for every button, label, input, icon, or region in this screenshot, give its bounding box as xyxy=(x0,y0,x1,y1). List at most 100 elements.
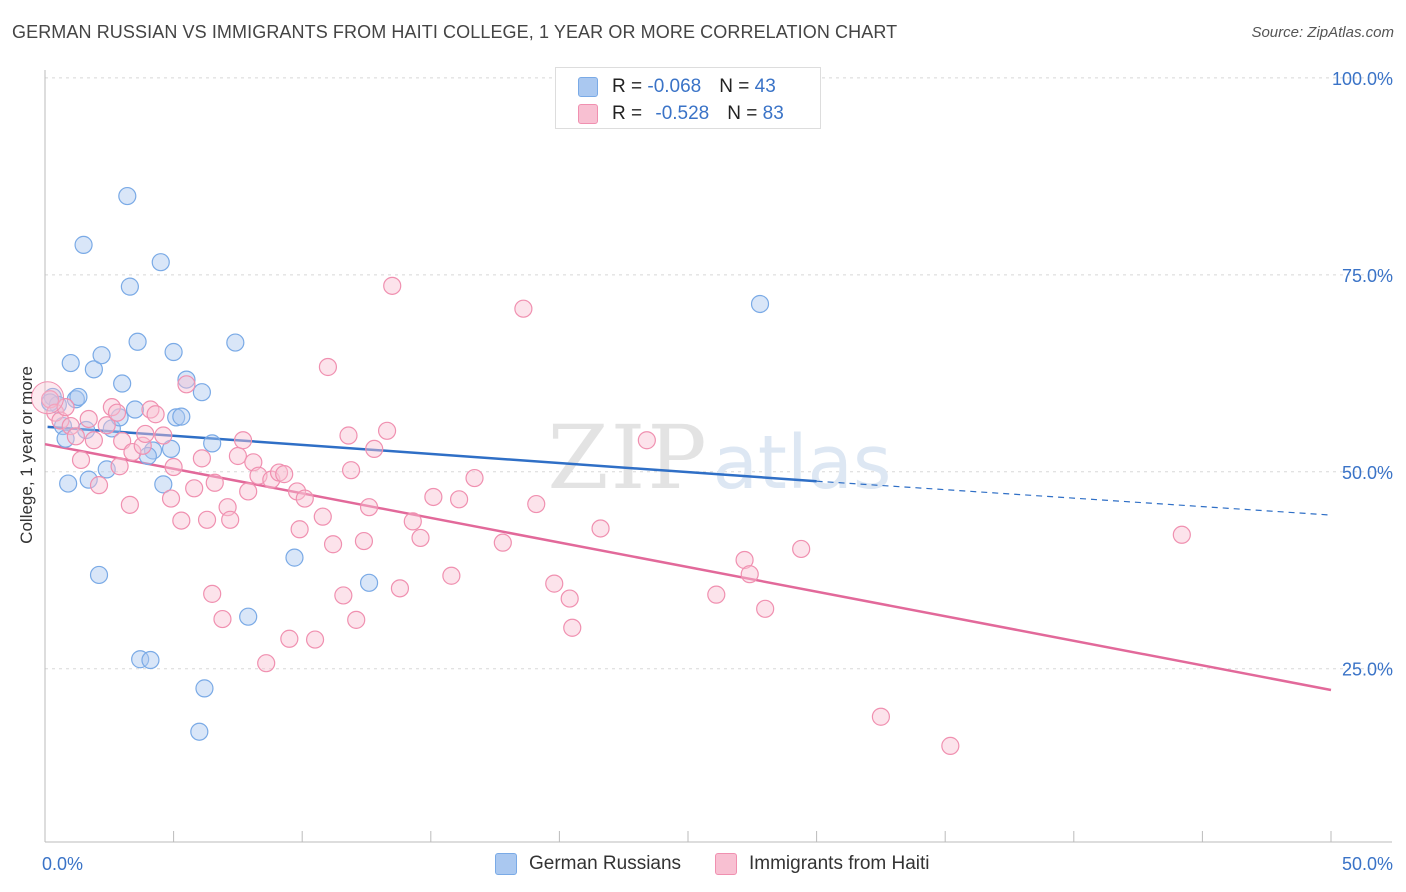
german-russians-point xyxy=(154,475,173,494)
german-russians-point xyxy=(141,650,160,670)
haiti-point xyxy=(89,476,109,495)
y-axis-label: College, 1 year or more xyxy=(17,366,36,544)
haiti-point xyxy=(172,511,191,530)
haiti-point xyxy=(133,436,152,455)
haiti-point xyxy=(71,450,91,470)
watermark: ZIP atlas xyxy=(547,406,891,509)
german-russians-point xyxy=(167,408,186,427)
haiti-point xyxy=(560,589,579,608)
haiti-point xyxy=(233,431,253,450)
haiti-point xyxy=(941,736,960,755)
tick-labels: 25.0% 50.0% 75.0% 100.0% 0.0% 50.0% xyxy=(42,69,1393,874)
haiti-point xyxy=(197,510,217,529)
legend-r-value: -0.068 xyxy=(647,76,702,97)
x-tick-label: 0.0% xyxy=(42,854,83,874)
haiti-point xyxy=(107,403,127,422)
haiti-point xyxy=(1172,525,1191,544)
haiti-point xyxy=(154,426,173,445)
german-russians-point xyxy=(192,383,211,402)
haiti-point xyxy=(465,468,484,488)
german-russians-point xyxy=(125,400,145,419)
haiti-point xyxy=(280,629,299,648)
haiti-point xyxy=(341,461,361,480)
haiti-point xyxy=(740,565,759,584)
bottom-legend-label: Immigrants from Haiti xyxy=(749,853,930,874)
german-russians-trend-extension xyxy=(816,480,1332,516)
haiti-point xyxy=(424,487,443,507)
legend-row-immigrants-from-haiti: R = -0.528 N = 83 xyxy=(578,102,784,126)
haiti-point xyxy=(871,707,891,726)
haiti-point xyxy=(347,610,366,629)
german-russians-point xyxy=(177,370,196,389)
watermark-zip: ZIP xyxy=(547,406,708,509)
haiti-point xyxy=(61,416,80,436)
haiti-point xyxy=(97,416,116,435)
haiti-point xyxy=(123,442,142,462)
german-russians-point xyxy=(190,722,209,741)
german-russians-point xyxy=(161,439,181,459)
y-tick-label: 25.0% xyxy=(1342,660,1393,680)
haiti-point xyxy=(390,579,410,598)
haiti-point xyxy=(545,574,564,593)
german-russians-point xyxy=(359,573,379,592)
german-russians-trend-line xyxy=(47,425,817,483)
legend-r-label: R = xyxy=(612,76,648,97)
data-points xyxy=(31,186,1191,755)
axes xyxy=(44,70,1392,843)
german-russians-point xyxy=(128,332,147,351)
haiti-point xyxy=(257,654,276,673)
german-russians-point xyxy=(203,434,222,453)
haiti-point xyxy=(359,498,379,517)
haiti-point xyxy=(756,599,775,618)
legend-row-german-russians: R = -0.068 N = 43 xyxy=(578,75,776,99)
haiti-point xyxy=(377,421,397,440)
legend-r-value: -0.528 xyxy=(655,103,710,124)
german-russians-point xyxy=(118,186,137,206)
german-russians-point xyxy=(131,650,150,669)
haiti-point xyxy=(221,510,240,529)
haiti-point xyxy=(185,479,204,498)
haiti-point xyxy=(591,519,610,538)
haiti-point xyxy=(161,489,181,508)
haiti-point xyxy=(305,630,325,649)
german-russians-point xyxy=(195,679,214,698)
german-russians-point xyxy=(69,387,88,407)
haiti-point xyxy=(527,494,546,514)
haiti-point xyxy=(79,409,98,429)
haiti-point xyxy=(228,446,247,466)
haiti-point xyxy=(334,586,353,605)
german-russians-point xyxy=(143,441,163,460)
chart-title: GERMAN RUSSIAN VS IMMIGRANTS FROM HAITI … xyxy=(12,22,898,42)
legend-n-value: 43 xyxy=(754,76,776,97)
haiti-point xyxy=(514,299,533,318)
haiti-point xyxy=(637,431,656,450)
bottom-legend-swatch-german-russians xyxy=(495,853,517,875)
haiti-point xyxy=(339,426,358,445)
haiti-point xyxy=(295,489,314,508)
haiti-point xyxy=(707,585,726,604)
y-tick-label: 75.0% xyxy=(1342,266,1393,286)
haiti-point xyxy=(449,490,469,509)
haiti-point xyxy=(120,495,139,514)
haiti-point xyxy=(442,566,461,585)
haiti-point xyxy=(563,618,582,637)
haiti-point xyxy=(205,473,224,492)
german-russians-point xyxy=(750,294,770,314)
haiti-point xyxy=(493,533,512,552)
haiti-point xyxy=(792,539,811,559)
german-russians-point xyxy=(172,407,191,426)
x-tick-label: 50.0% xyxy=(1342,854,1393,874)
haiti-point xyxy=(66,427,85,446)
haiti-point xyxy=(275,465,294,484)
haiti-point xyxy=(56,398,75,417)
german-russians-point xyxy=(285,548,304,567)
haiti-point xyxy=(110,457,129,476)
bottom-legend-german-russians: German Russians xyxy=(495,851,681,877)
haiti-point xyxy=(365,439,384,459)
legend-n-value: 83 xyxy=(762,103,784,124)
haiti-cluster-point xyxy=(31,381,65,415)
haiti-point xyxy=(146,405,165,424)
haiti-point xyxy=(239,482,258,501)
haiti-point xyxy=(192,449,211,468)
source-label: Source: ZipAtlas.com xyxy=(1251,24,1394,41)
